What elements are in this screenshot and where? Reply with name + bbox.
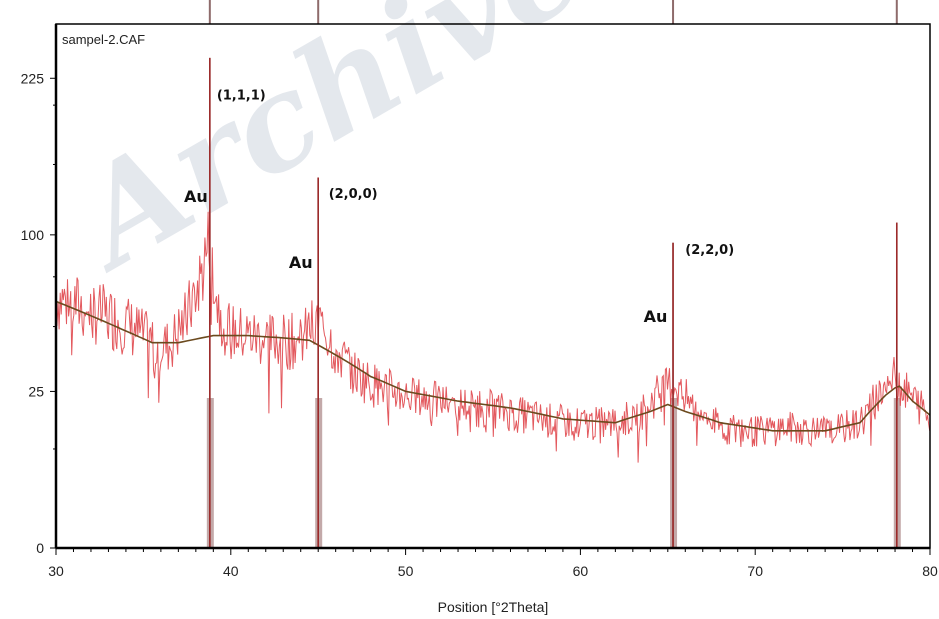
x-axis-title: Position [°2Theta] [438, 599, 549, 615]
chart-title: sampel-2.CAF [62, 32, 145, 47]
element-label-0: Au [184, 187, 208, 206]
background-series [55, 300, 931, 432]
x-tick-label-50: 50 [398, 563, 414, 579]
peak-index-label-0: (1,1,1) [217, 89, 266, 104]
y-tick-label-25: 25 [28, 383, 44, 399]
sharp-peaks [209, 57, 898, 548]
peak-index-label-2: (2,2,0) [685, 243, 734, 258]
x-tick-label-70: 70 [747, 563, 763, 579]
element-label-1: Au [289, 253, 313, 272]
diffraction-pattern-line [55, 211, 931, 463]
pattern-series [55, 211, 931, 463]
x-tick-label-40: 40 [223, 563, 239, 579]
peak-index-label-1: (2,0,0) [329, 187, 378, 202]
annotations: (1,1,1) (2,0,0) (2,2,0) Au Au Au [184, 89, 734, 327]
y-tick-label-0: 0 [36, 540, 44, 556]
x-tick-label-60: 60 [573, 563, 589, 579]
y-tick-label-225: 225 [21, 70, 45, 86]
x-tick-label-30: 30 [48, 563, 64, 579]
y-tick-label-100: 100 [21, 227, 45, 243]
x-tick-label-80: 80 [922, 563, 938, 579]
background-line [55, 300, 931, 432]
element-label-2: Au [644, 307, 668, 326]
axes: 30 40 50 60 70 80 0 25 100 225 [21, 23, 938, 579]
